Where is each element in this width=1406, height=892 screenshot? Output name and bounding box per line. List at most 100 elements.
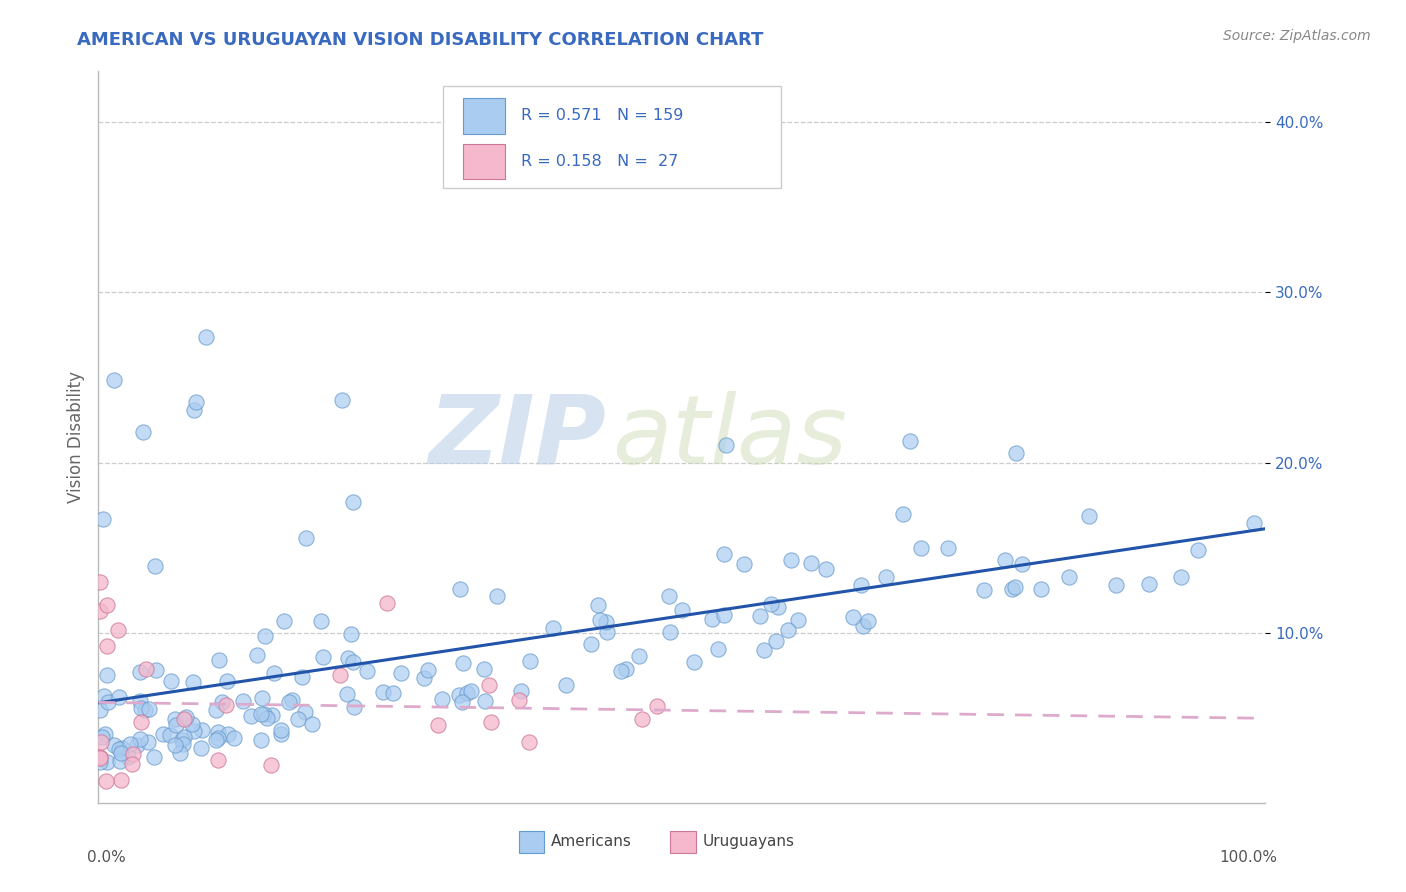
Point	[391, 666, 413, 681]
Point	[815, 562, 838, 576]
Point	[254, 629, 277, 643]
Point	[191, 723, 214, 737]
Point	[787, 613, 810, 627]
Point	[138, 702, 160, 716]
Point	[450, 582, 472, 596]
Point	[170, 733, 193, 747]
Point	[460, 683, 482, 698]
Point	[716, 438, 738, 452]
Point	[217, 727, 239, 741]
Point	[474, 694, 496, 708]
Point	[129, 700, 152, 714]
Point	[110, 772, 132, 787]
Point	[103, 738, 125, 752]
Point	[427, 718, 450, 732]
Bar	[519, 830, 544, 853]
Text: Americans: Americans	[551, 834, 633, 849]
Point	[121, 757, 143, 772]
Text: AMERICAN VS URUGUAYAN VISION DISABILITY CORRELATION CHART: AMERICAN VS URUGUAYAN VISION DISABILITY …	[77, 31, 763, 49]
Point	[277, 694, 299, 708]
Point	[472, 662, 495, 676]
Point	[342, 655, 364, 669]
Point	[780, 553, 803, 567]
Point	[765, 633, 787, 648]
Point	[89, 604, 111, 618]
Point	[1243, 516, 1265, 530]
Point	[281, 693, 304, 707]
Point	[224, 731, 246, 745]
Point	[309, 614, 332, 628]
Point	[204, 733, 226, 747]
Point	[231, 693, 253, 707]
Point	[128, 665, 150, 679]
Point	[647, 699, 669, 714]
Point	[96, 755, 118, 769]
Point	[588, 598, 610, 612]
Point	[287, 712, 309, 726]
Point	[135, 662, 157, 676]
Point	[456, 686, 478, 700]
Point	[260, 757, 283, 772]
Point	[163, 713, 186, 727]
Point	[270, 727, 292, 741]
Point	[183, 402, 205, 417]
Point	[190, 740, 212, 755]
Point	[519, 654, 541, 668]
Point	[207, 731, 229, 746]
Point	[658, 590, 681, 604]
Point	[373, 685, 395, 699]
Point	[453, 657, 475, 671]
Point	[610, 664, 633, 678]
Point	[1057, 569, 1080, 583]
Point	[94, 727, 117, 741]
Point	[671, 603, 693, 617]
Point	[174, 710, 197, 724]
Point	[93, 690, 115, 704]
Point	[1011, 558, 1033, 572]
Point	[263, 665, 285, 680]
Point	[311, 649, 333, 664]
Point	[631, 712, 654, 726]
Point	[994, 552, 1017, 566]
Point	[125, 738, 148, 752]
Point	[356, 664, 378, 678]
Point	[183, 724, 205, 739]
Point	[122, 747, 145, 761]
Point	[245, 648, 267, 663]
Point	[90, 730, 112, 744]
Point	[108, 741, 131, 756]
Point	[107, 623, 129, 637]
Text: atlas: atlas	[612, 391, 846, 483]
Point	[1005, 446, 1028, 460]
Point	[800, 556, 823, 570]
Point	[627, 649, 650, 664]
Point	[143, 558, 166, 573]
Point	[96, 639, 118, 653]
Point	[754, 643, 776, 657]
Point	[1170, 570, 1192, 584]
Point	[517, 734, 540, 748]
Point	[416, 663, 439, 677]
Point	[510, 684, 533, 698]
Point	[295, 531, 318, 545]
Point	[478, 677, 501, 691]
Point	[89, 755, 111, 769]
Point	[180, 716, 202, 731]
Point	[111, 740, 134, 755]
Point	[134, 703, 156, 717]
Point	[449, 688, 471, 702]
Bar	[463, 144, 505, 179]
Text: Source: ZipAtlas.com: Source: ZipAtlas.com	[1223, 29, 1371, 43]
Text: ZIP: ZIP	[429, 391, 606, 483]
Text: R = 0.158   N =  27: R = 0.158 N = 27	[520, 153, 678, 169]
Point	[1137, 576, 1160, 591]
Point	[129, 694, 152, 708]
Point	[183, 675, 205, 690]
Point	[412, 671, 434, 685]
Point	[260, 708, 283, 723]
Text: Uruguayans: Uruguayans	[703, 834, 794, 849]
Point	[194, 329, 217, 343]
Point	[160, 674, 183, 689]
Point	[211, 694, 233, 708]
Point	[110, 747, 132, 761]
